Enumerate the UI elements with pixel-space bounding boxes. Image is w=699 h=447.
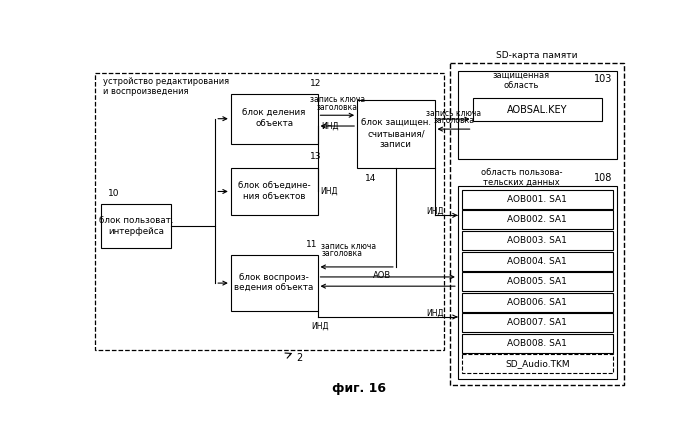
Text: защищенная
область: защищенная область [493,71,550,90]
Text: ИНД: ИНД [321,186,338,195]
Text: заголовка: заголовка [433,116,474,125]
Text: AOB006. SA1: AOB006. SA1 [507,298,567,307]
Bar [95,73,444,350]
Text: запись ключа: запись ключа [310,95,365,104]
Text: AOB007. SA1: AOB007. SA1 [507,318,567,327]
Text: 2: 2 [296,353,303,363]
Text: AOBSAL.KEY: AOBSAL.KEY [507,105,568,115]
Bar [462,333,613,353]
Text: 12: 12 [310,79,321,88]
Bar [462,313,613,332]
Text: AOB004. SA1: AOB004. SA1 [507,257,567,266]
Text: устройство редактирования
и воспроизведения: устройство редактирования и воспроизведе… [103,77,229,96]
Text: блок объедине-
ния объектов: блок объедине- ния объектов [238,182,310,201]
Text: запись ключа: запись ключа [426,109,481,118]
Text: область пользова-
тельских данных: область пользова- тельских данных [481,168,562,187]
Text: AOB003. SA1: AOB003. SA1 [507,236,567,245]
Bar [462,211,613,229]
Text: AOB008. SA1: AOB008. SA1 [507,339,567,348]
Bar [462,252,613,270]
Text: SD-карта памяти: SD-карта памяти [496,51,577,60]
Bar [462,190,613,209]
Text: ИНД: ИНД [426,308,443,318]
Text: AOB001. SA1: AOB001. SA1 [507,195,567,204]
Text: АОВ: АОВ [373,271,391,280]
Bar [231,255,317,311]
Bar [473,98,602,122]
Bar [231,168,317,215]
Text: блок деления
объекта: блок деления объекта [243,109,306,128]
Bar [357,100,435,168]
Text: блок пользоват.
интерфейса: блок пользоват. интерфейса [99,216,173,236]
Text: 10: 10 [108,189,119,198]
Text: ИНД: ИНД [322,122,339,131]
Text: заголовка: заголовка [317,103,358,112]
Bar [462,272,613,291]
Bar [462,293,613,312]
Bar [101,204,171,249]
Bar [458,71,617,159]
Text: фиг. 16: фиг. 16 [331,382,386,395]
Text: заголовка: заголовка [322,249,362,258]
Bar [450,63,624,385]
Bar [458,186,617,379]
Text: блок воспроиз-
ведения объекта: блок воспроиз- ведения объекта [234,274,314,293]
Bar [462,231,613,250]
Text: AOB005. SA1: AOB005. SA1 [507,277,567,286]
Text: запись ключа: запись ключа [322,242,377,251]
Bar [231,94,317,144]
Text: 13: 13 [310,152,322,161]
Text: 14: 14 [365,174,376,183]
Text: блок защищен.
считывания/
записи: блок защищен. считывания/ записи [361,119,431,148]
Text: SD_Audio.TKM: SD_Audio.TKM [505,359,570,368]
Text: 108: 108 [594,173,613,183]
Text: AOB002. SA1: AOB002. SA1 [507,215,567,224]
Text: 103: 103 [594,75,613,84]
Text: ИНД: ИНД [426,207,443,216]
Bar [462,354,613,373]
Text: ИНД: ИНД [311,321,329,331]
Text: 11: 11 [306,240,317,249]
